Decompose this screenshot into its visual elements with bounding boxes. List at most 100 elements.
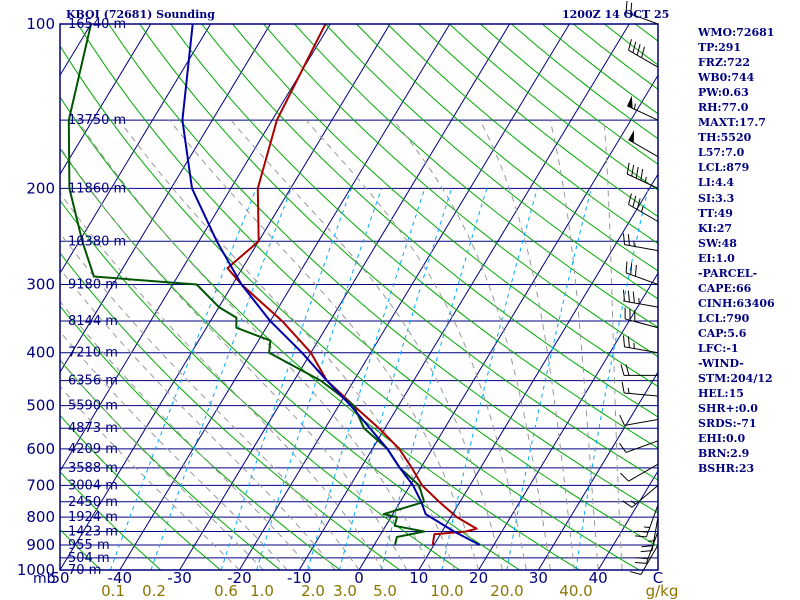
mixing-ratio-label: 5.0 bbox=[373, 582, 397, 600]
stability-index-item: KI:27 bbox=[698, 221, 733, 235]
moist-adiabat-line bbox=[169, 119, 480, 570]
wind-barb bbox=[628, 193, 659, 222]
temperature-tick-label: 10 bbox=[409, 569, 428, 587]
wind-barb-feather bbox=[631, 164, 635, 177]
moist-adiabat-line bbox=[549, 119, 599, 570]
stability-index-item: SW:48 bbox=[698, 236, 737, 250]
stability-index-item: RH:77.0 bbox=[698, 101, 749, 115]
wind-barb-feather bbox=[628, 193, 632, 205]
dry-adiabat-line bbox=[77, 24, 658, 548]
wind-barb-half-feather bbox=[630, 500, 637, 505]
isotherm-line bbox=[358, 74, 658, 570]
station-title: KBOI (72681) Sounding bbox=[66, 8, 215, 21]
wind-barb-feather bbox=[625, 0, 628, 13]
wind-barb bbox=[628, 39, 659, 68]
wind-barb-feather bbox=[627, 336, 630, 348]
height-label: 9180 m bbox=[68, 278, 118, 293]
mixing-ratio-line bbox=[307, 188, 426, 570]
isotherm-line bbox=[119, 24, 451, 570]
moist-adiabat-line bbox=[230, 119, 503, 570]
wind-barb-feather bbox=[636, 198, 641, 210]
wind-barb bbox=[619, 440, 659, 453]
sounding-time: 1200Z 14 OCT 25 bbox=[562, 8, 670, 21]
wind-barb-staff bbox=[624, 418, 659, 426]
wind-barb-staff bbox=[628, 204, 659, 222]
height-label: 6356 m bbox=[68, 374, 118, 389]
wind-barb-feather bbox=[635, 166, 639, 179]
isotherm-line bbox=[298, 24, 630, 570]
isotherm-line bbox=[597, 470, 658, 570]
height-label: 2450 m bbox=[68, 495, 118, 510]
wind-barb bbox=[628, 130, 659, 158]
temperature-tick-label: 0 bbox=[354, 569, 364, 587]
frame-border bbox=[59, 23, 659, 571]
temperature-tick-label: -40 bbox=[108, 569, 133, 587]
stability-index-item: CAP:5.6 bbox=[698, 326, 747, 340]
wind-barb bbox=[622, 289, 659, 308]
wind-barb-feather bbox=[632, 41, 637, 53]
wind-barb-feather bbox=[628, 39, 632, 51]
pressure-tick-label: 700 bbox=[26, 476, 55, 494]
dry-adiabat-line bbox=[263, 24, 658, 358]
wind-barb-half-feather bbox=[633, 240, 635, 247]
stability-indices-list: WMO:72681 TP:291 FRZ:722 WB0:744 PW:0.63 RH:7… bbox=[698, 25, 775, 476]
height-label: 16540 m bbox=[68, 17, 126, 32]
temperature-tick-label: -10 bbox=[287, 569, 312, 587]
mixing-ratio-label: 10.0 bbox=[430, 582, 463, 600]
wind-barb-staff bbox=[645, 504, 659, 538]
moist-adiabat-line bbox=[60, 300, 312, 570]
pressure-tick-label: 800 bbox=[26, 508, 55, 526]
stability-index-item: STM:204/12 bbox=[698, 372, 773, 386]
pressure-tick-label: 900 bbox=[26, 536, 55, 554]
wind-barb-staff bbox=[624, 346, 659, 354]
moist-adiabat-line bbox=[118, 119, 456, 570]
height-label: 3588 m bbox=[68, 461, 118, 476]
height-labels: 16540 m 13750 m 11860 m 10380 m 9180 m 8144 m… bbox=[68, 17, 126, 578]
temperature-axis-labels: 50 -40 -30 -20 -10 0 10 20 30 40 C bbox=[50, 569, 663, 587]
isotherm-line bbox=[179, 24, 511, 570]
wind-barb bbox=[625, 0, 659, 25]
wind-barb-staff bbox=[625, 272, 659, 285]
wind-barb bbox=[622, 335, 659, 354]
dry-adiabat-line bbox=[60, 414, 221, 570]
stability-index-item: LCL:790 bbox=[698, 311, 750, 325]
wind-barb-feather bbox=[619, 414, 625, 426]
stability-index-item: CAPE:66 bbox=[698, 281, 752, 295]
dry-adiabat-line bbox=[60, 44, 640, 570]
dry-adiabat-line bbox=[108, 24, 658, 514]
pressure-tick-label: 100 bbox=[26, 15, 55, 33]
isotherm-line bbox=[537, 371, 658, 570]
parcel-trace bbox=[181, 24, 481, 546]
stability-index-item: WMO:72681 bbox=[698, 26, 775, 39]
wind-barb-feather bbox=[640, 169, 644, 181]
stability-index-item: L57:7.0 bbox=[698, 146, 745, 160]
stability-index-item: CINH:63406 bbox=[698, 296, 775, 310]
mixing-ratio-line bbox=[575, 188, 649, 570]
height-label: 7210 m bbox=[68, 346, 118, 361]
wind-barb bbox=[634, 531, 659, 564]
wind-barb bbox=[640, 517, 659, 553]
mixing-ratio-line bbox=[150, 188, 292, 570]
dry-adiabat-line bbox=[60, 528, 102, 570]
mixing-ratio-label: 0.1 bbox=[101, 582, 125, 600]
wind-barb-feather bbox=[636, 44, 641, 56]
mixing-ratio-line bbox=[109, 188, 257, 570]
wind-barb bbox=[620, 364, 658, 376]
wind-barb-feather bbox=[641, 545, 654, 548]
mixing-ratio-label: 0.2 bbox=[142, 582, 166, 600]
height-label: 11860 m bbox=[68, 181, 126, 196]
stability-index-item: LI:4.4 bbox=[698, 176, 735, 190]
height-label: 13750 m bbox=[68, 113, 126, 128]
stability-index-item: BRN:2.9 bbox=[698, 447, 750, 461]
temperature-trace bbox=[226, 24, 478, 546]
wind-barb bbox=[622, 233, 659, 252]
mixing-ratio-label: 2.0 bbox=[301, 582, 325, 600]
height-label: 955 m bbox=[68, 538, 110, 553]
height-label: 504 m bbox=[68, 551, 110, 566]
wind-barb-half-feather bbox=[633, 342, 635, 349]
wind-barb-staff bbox=[624, 244, 659, 252]
height-label: 4209 m bbox=[68, 442, 118, 457]
wind-barb-feather bbox=[622, 289, 626, 302]
dry-adiabat-line bbox=[170, 24, 658, 449]
